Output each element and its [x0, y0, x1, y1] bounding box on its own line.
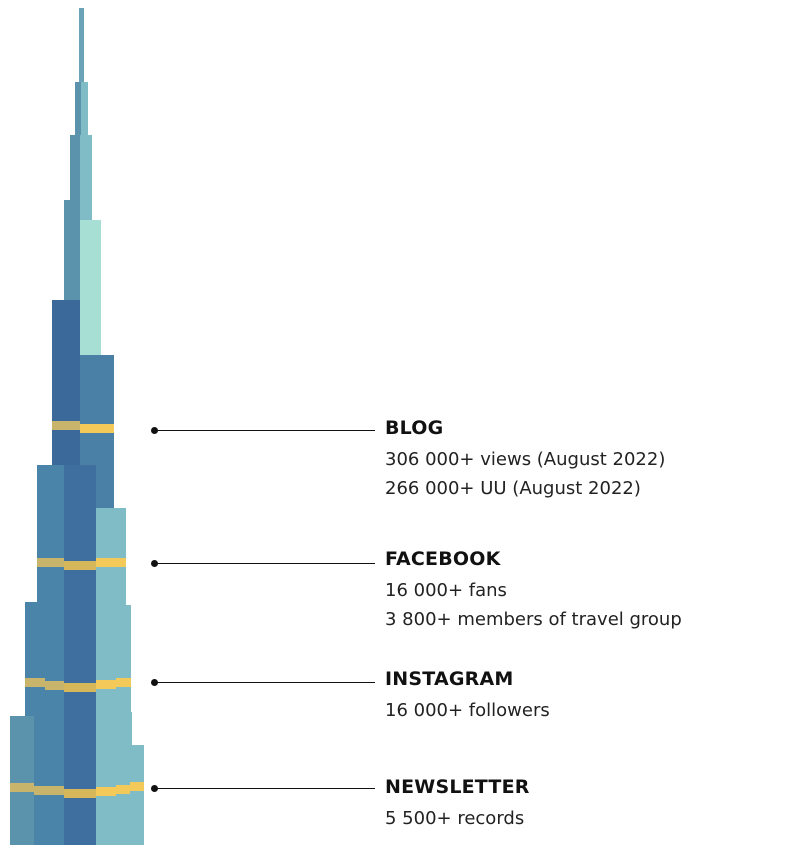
- gold-band: [37, 558, 64, 567]
- section-blog: BLOG 306 000+ views (August 2022) 266 00…: [385, 417, 665, 503]
- tower-segment: [37, 465, 64, 605]
- section-stat: 16 000+ followers: [385, 700, 550, 721]
- leader-dot: [151, 560, 158, 567]
- gold-band: [116, 785, 130, 794]
- gold-band: [10, 783, 34, 792]
- section-title: FACEBOOK: [385, 548, 501, 570]
- gold-band: [25, 678, 45, 687]
- gold-band: [64, 561, 96, 570]
- section-stat: 266 000+ UU (August 2022): [385, 478, 641, 499]
- tower-segment: [64, 200, 80, 305]
- section-facebook: FACEBOOK 16 000+ fans 3 800+ members of …: [385, 548, 682, 634]
- tower-segment: [10, 716, 34, 845]
- tower-segment: [80, 135, 92, 220]
- leader-line-facebook: [151, 560, 375, 567]
- leader-dot: [151, 785, 158, 792]
- gold-band: [45, 681, 64, 690]
- tower-segment: [130, 745, 144, 845]
- tower-segment: [96, 605, 131, 715]
- section-title: NEWSLETTER: [385, 776, 530, 798]
- gold-band: [34, 786, 64, 795]
- section-title: INSTAGRAM: [385, 668, 514, 690]
- gold-band: [130, 782, 144, 791]
- tower-segment: [34, 716, 64, 845]
- tower-segment: [80, 220, 101, 360]
- tower-segment: [25, 602, 64, 717]
- spire: [79, 8, 84, 88]
- tower-segment: [70, 135, 80, 205]
- tower-segment: [81, 82, 88, 142]
- tower-segment: [75, 82, 81, 142]
- section-stat: 3 800+ members of travel group: [385, 609, 682, 630]
- gold-band: [96, 680, 116, 689]
- leader-dot: [151, 679, 158, 686]
- section-stat: 306 000+ views (August 2022): [385, 449, 666, 470]
- section-instagram: INSTAGRAM 16 000+ followers: [385, 668, 550, 725]
- leader-line-newsletter: [151, 785, 375, 792]
- section-stat: 16 000+ fans: [385, 580, 507, 601]
- gold-band: [80, 424, 114, 433]
- tower-segment: [64, 465, 96, 845]
- tower-segment: [96, 712, 132, 845]
- section-stat: 5 500+ records: [385, 808, 525, 829]
- tower-illustration: [10, 8, 144, 845]
- leader-line-instagram: [151, 679, 375, 686]
- leader-line-blog: [151, 427, 375, 434]
- gold-band: [64, 789, 96, 798]
- gold-band: [96, 558, 126, 567]
- gold-band: [116, 678, 131, 687]
- gold-band: [64, 683, 96, 692]
- gold-band: [96, 787, 116, 796]
- gold-band: [52, 421, 80, 430]
- leader-dot: [151, 427, 158, 434]
- section-newsletter: NEWSLETTER 5 500+ records: [385, 776, 530, 833]
- section-title: BLOG: [385, 417, 444, 439]
- tower-segment: [52, 300, 80, 470]
